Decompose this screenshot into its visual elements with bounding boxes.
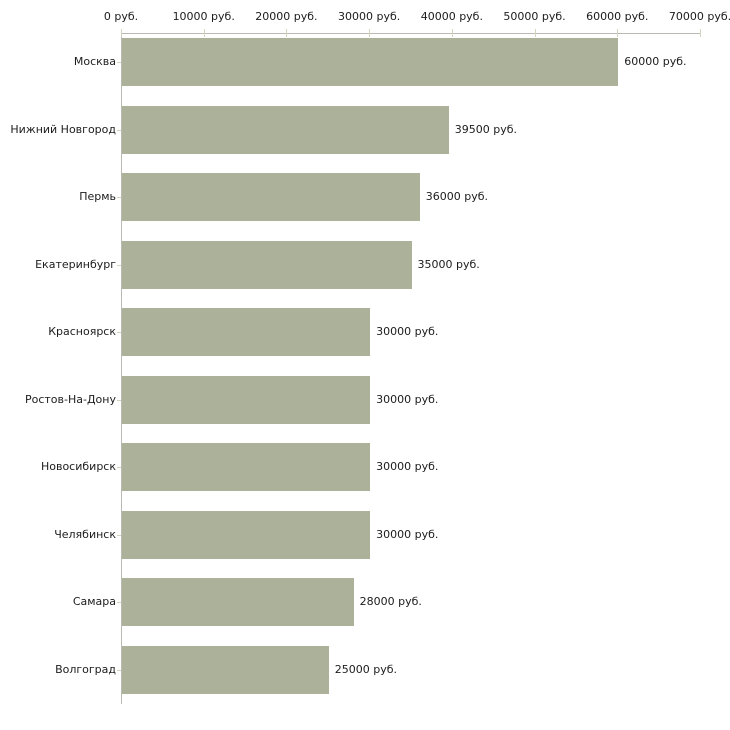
category-label: Нижний Новгород [10,122,116,136]
x-axis-tick [203,29,205,37]
x-axis-tick-label: 10000 руб. [172,10,235,23]
x-axis-tick-label: 0 руб. [103,10,139,23]
bar [122,240,412,289]
bar [122,443,371,491]
category-label: Самара [72,595,116,608]
bar [122,578,354,626]
x-axis-tick [700,29,701,37]
value-label: 39500 руб. [454,122,517,136]
category-label: Новосибирск [40,460,116,473]
value-label: 30000 руб. [376,392,439,406]
y-axis-tick [117,669,121,671]
value-label: 60000 руб. [624,55,687,68]
x-axis-tick [286,29,288,37]
value-label: 36000 руб. [425,190,489,203]
category-label: Волгоград [55,662,116,676]
x-axis-tick-label: 50000 руб. [503,10,566,23]
y-axis-tick [117,264,121,266]
category-label: Ростов-На-Дону [24,392,116,406]
x-axis-tick [451,29,453,37]
x-axis-tick-label: 20000 руб. [255,10,318,23]
x-axis-line [121,33,701,34]
y-axis-tick [117,129,121,131]
bar [122,173,420,221]
bar [122,308,371,356]
category-label: Москва [73,55,116,68]
x-axis-tick-label: 40000 руб. [420,10,483,23]
bar [122,510,371,559]
value-label: 30000 руб. [376,460,439,473]
x-axis-tick [617,29,619,37]
y-axis-tick [117,534,121,536]
x-axis-tick [534,29,536,37]
y-axis-tick [117,332,121,333]
value-label: 30000 руб. [376,325,439,338]
category-label: Екатеринбург [35,257,116,271]
category-label: Челябинск [54,527,116,541]
bar [122,375,371,424]
y-axis-tick [117,467,121,468]
y-axis-tick [117,197,121,198]
value-label: 25000 руб. [334,662,398,676]
value-label: 28000 руб. [359,595,422,608]
x-axis-tick-label: 60000 руб. [586,10,649,23]
y-axis-line [121,33,122,704]
value-label: 30000 руб. [376,527,439,541]
bar [122,38,619,86]
x-axis-tick-label: 70000 руб. [668,10,730,23]
y-axis-tick [117,62,121,63]
x-axis-tick-label: 30000 руб. [338,10,401,23]
bar [122,105,449,154]
category-label: Пермь [79,190,116,203]
y-axis-tick [117,399,121,401]
x-axis-tick [121,29,122,37]
x-axis-tick [369,29,371,37]
bar [122,645,329,694]
y-axis-tick [117,602,121,603]
category-label: Красноярск [48,325,116,338]
value-label: 35000 руб. [417,257,480,271]
